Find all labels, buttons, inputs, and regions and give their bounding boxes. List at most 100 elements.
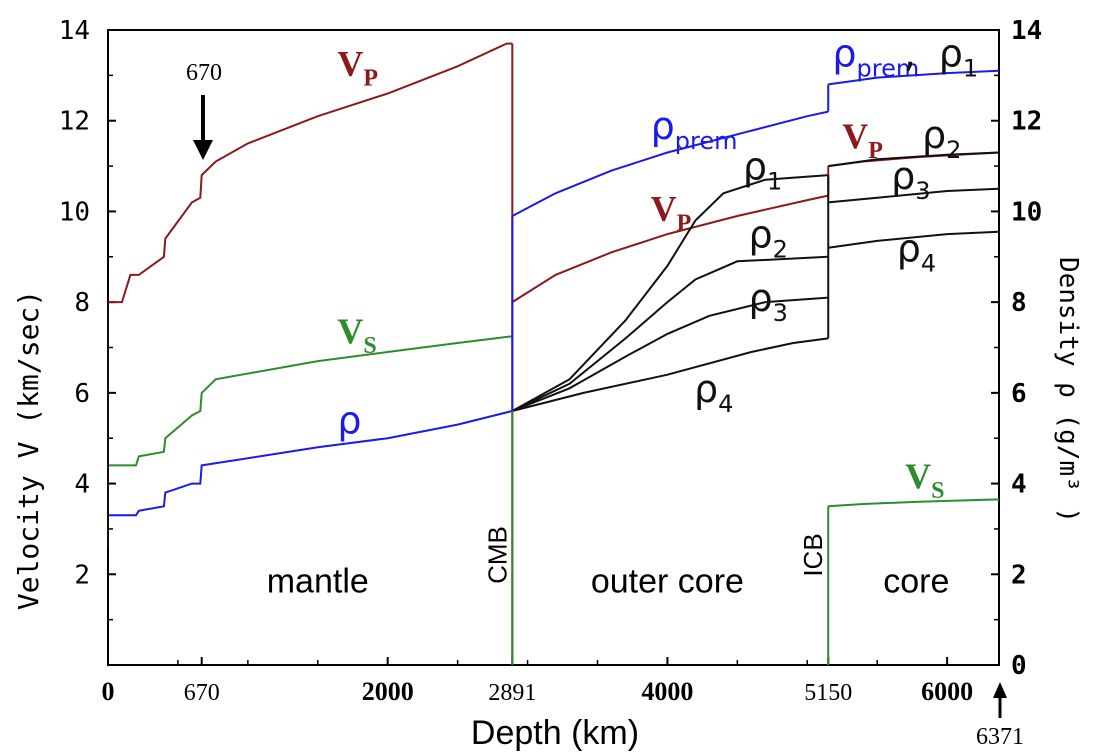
annotation-subscript: 4 (921, 249, 936, 277)
y-right-tick-label: 2 (1011, 560, 1027, 590)
y-left-tick-label: 2 (74, 560, 90, 590)
annotation-subscript: 1 (963, 54, 978, 82)
annotation-main: ρ (897, 226, 921, 270)
y-axis-title-left: Velocity V (km/sec) (12, 290, 45, 610)
arrow-6371-icon (993, 682, 1007, 718)
series-annotation: ρ3 (749, 276, 788, 327)
series-line (511, 255, 829, 412)
annotation-subscript: 3 (773, 299, 788, 327)
annotation-subscript: 2 (773, 236, 788, 264)
series-annotation: ρ3 (891, 154, 930, 205)
annotation-subscript: 1 (767, 168, 782, 196)
annotation-main: ρ (694, 367, 718, 411)
annotation-main: ρ (743, 145, 767, 189)
y-left-tick-label: 12 (59, 107, 90, 137)
series-line (511, 296, 829, 412)
annotation-main: ρ (337, 399, 361, 443)
annotation-subscript: 3 (915, 177, 930, 205)
annotation-main: V (651, 189, 677, 229)
annotation-main: ρ (651, 104, 675, 148)
y-right-tick-label: 4 (1011, 470, 1027, 500)
series-line (828, 498, 1000, 508)
y-left-tick-label: 6 (74, 379, 90, 409)
series-annotation: ρ4 (897, 226, 936, 277)
y-right-tick-label: 6 (1011, 379, 1027, 409)
annotation-subscript: 4 (718, 390, 733, 418)
y-right-tick-label: 0 (1011, 651, 1027, 681)
x-tick-label: 670 (184, 680, 220, 706)
x-tick-label: 5150 (804, 680, 852, 706)
y-right-tick-label: 14 (1011, 16, 1042, 46)
y-right-tick-label: 8 (1011, 288, 1027, 318)
y-left-tick-label: 10 (59, 197, 90, 227)
annotation-subscript: P (868, 138, 883, 164)
x-tick-label: 4000 (641, 677, 693, 706)
series-annotation: ρ (337, 399, 361, 443)
series-line (108, 410, 513, 517)
series-line (512, 337, 829, 412)
annotation-main: ρ (939, 31, 963, 75)
series-annotation: ρ1 (743, 145, 782, 196)
series-line (108, 335, 513, 467)
series-line (828, 230, 1000, 249)
series-layer (107, 42, 1000, 665)
annotation-subscript: S (363, 333, 376, 359)
series-annotation: ρ4 (694, 367, 733, 418)
series-line (108, 42, 513, 304)
y-left-tick-label: 4 (74, 470, 90, 500)
labels-layer: 0 670 2000 2891 4000 5150 60002468101214024681… (59, 16, 1043, 706)
annotation-main: , (904, 31, 916, 75)
series-annotation: ρ2 (749, 213, 788, 264)
annotation-main: ρ (922, 113, 946, 157)
annotation-main: ρ (749, 276, 773, 320)
y-left-tick-label: 14 (59, 16, 90, 46)
series-annotation: VS (337, 311, 376, 359)
x-end-label: 6371 (976, 724, 1024, 750)
series-line (511, 110, 829, 217)
series-line (828, 69, 1000, 86)
boundary-lines: CMB ICB (482, 526, 828, 584)
x-tick-label: 2891 (488, 680, 536, 706)
x-tick-label: 0 (102, 677, 115, 706)
annotation-subscript: prem (857, 54, 920, 82)
region-label: outer core (591, 562, 744, 600)
annotation-main: ρ (832, 31, 856, 75)
arrow-670-icon (193, 95, 213, 160)
region-label: mantle (267, 562, 369, 600)
series-annotation: VS (905, 456, 944, 504)
series-line (828, 187, 1000, 204)
series-line (511, 174, 829, 412)
y-left-tick-label: 8 (74, 288, 90, 318)
annotation-main: V (905, 456, 931, 496)
annotation-main: V (337, 43, 363, 83)
annotation-main: V (842, 116, 868, 156)
annotation-main: ρ (749, 213, 773, 257)
annotation-subscript: prem (675, 127, 738, 155)
series-annotation: VP (337, 43, 378, 91)
annotation-subscript: P (363, 65, 378, 91)
series-annotation: ρ1 (939, 31, 978, 82)
series-annotation: VP (651, 189, 692, 237)
series-annotation: ρprem (832, 31, 919, 82)
annotation-main: V (337, 311, 363, 351)
series-annotation: ρ2 (922, 113, 961, 164)
arrow-670-label: 670 (186, 60, 222, 86)
series-line (511, 194, 829, 303)
series-annotation: VP (842, 116, 883, 164)
y-right-tick-label: 12 (1011, 107, 1042, 137)
y-axis-title-right: Density ρ (g/m³ ) (1053, 257, 1083, 523)
series-annotation: ρprem (651, 104, 738, 155)
x-tick-label: 6000 (921, 677, 973, 706)
x-tick-label: 2000 (362, 677, 414, 706)
annotation-subscript: P (677, 211, 692, 237)
annotation-main: ρ (891, 154, 915, 198)
series-annotation: , (904, 31, 916, 75)
annotation-subscript: S (931, 478, 944, 504)
boundary-label: ICB (798, 533, 828, 576)
series-line (828, 151, 1000, 168)
region-label: core (883, 562, 949, 600)
annotation-subscript: 2 (946, 136, 961, 164)
x-axis-title: Depth (km) (471, 714, 639, 752)
